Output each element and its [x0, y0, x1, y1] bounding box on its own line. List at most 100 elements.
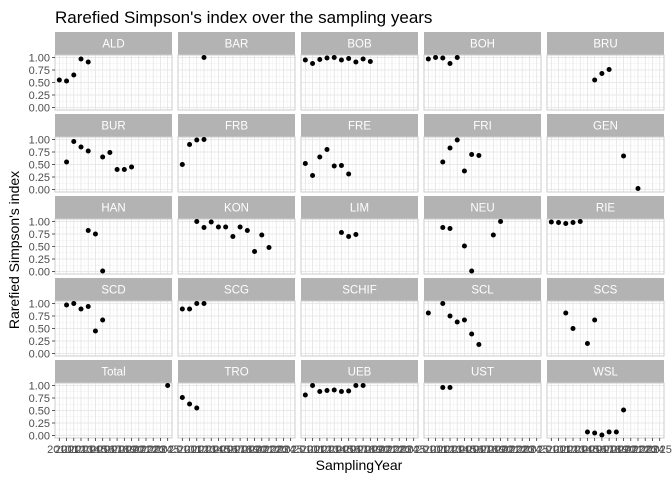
strip-label: ALD [102, 39, 124, 51]
strip-background [178, 114, 295, 137]
strip-label: KON [224, 203, 249, 215]
facet-panel-schif: SCHIF [300, 278, 419, 357]
x-tick-label: 2018 [474, 444, 498, 456]
x-tick-label: 2021 [619, 444, 643, 456]
x-tick-label: 2020 [488, 444, 512, 456]
data-point [613, 429, 619, 435]
data-point [324, 55, 330, 61]
x-tick-label: 2014 [568, 444, 592, 456]
strip-background [301, 196, 418, 219]
panel-border [546, 54, 665, 111]
x-tick-label: 2012 [431, 444, 455, 456]
x-tick-label: 2015 [206, 444, 230, 456]
data-point [556, 220, 562, 225]
data-point [346, 171, 352, 177]
strip-background [547, 360, 664, 383]
strip-label: BAR [225, 39, 249, 51]
facet-panel-fri: FRI [423, 114, 542, 193]
facet-panel-ust: UST2010201120122013201420152016201720182… [416, 360, 549, 456]
panel-border [300, 136, 419, 193]
data-point [85, 59, 91, 65]
data-point [490, 232, 496, 238]
data-point [570, 220, 576, 225]
data-point [592, 430, 598, 436]
x-tick-label: 2010 [539, 444, 563, 456]
data-point [440, 55, 446, 61]
data-point [85, 148, 91, 154]
x-tick-label: 2021 [373, 444, 397, 456]
x-tick-label: 2013 [192, 444, 216, 456]
data-point [360, 383, 366, 388]
data-point [440, 385, 446, 390]
strip-background [55, 360, 172, 383]
x-tick-label: 2013 [315, 444, 339, 456]
data-point [621, 153, 627, 159]
strip-label: UEB [348, 367, 372, 379]
data-point [447, 313, 453, 319]
strip-background [178, 278, 295, 301]
data-point [266, 245, 272, 250]
x-tick-label: 2023 [141, 444, 165, 456]
data-point [215, 224, 221, 230]
data-point [476, 153, 482, 158]
data-point [331, 163, 337, 169]
panel-border [177, 382, 296, 439]
data-point [425, 56, 431, 62]
data-point [440, 159, 446, 165]
y-tick-label: 0.50 [29, 78, 50, 90]
data-point [310, 173, 316, 178]
facet-panel-total: Total0.000.250.500.751.00201020112012201… [29, 360, 180, 456]
data-point [194, 301, 200, 306]
strip-label: WSL [593, 367, 619, 379]
facet-panel-scl: SCL [423, 278, 542, 357]
data-point [194, 405, 200, 411]
data-point [230, 234, 236, 239]
x-tick-label: 2023 [633, 444, 657, 456]
data-point [563, 310, 569, 316]
strip-label: SCS [594, 285, 618, 297]
data-point [85, 304, 91, 309]
data-point [201, 301, 207, 306]
x-tick-label: 2025 [278, 444, 302, 456]
data-point [179, 306, 185, 312]
data-point [129, 164, 135, 170]
data-point [447, 61, 453, 66]
data-point [302, 161, 308, 166]
panel-border [177, 54, 296, 111]
data-point [592, 77, 598, 83]
facet-panel-rie: RIE [546, 196, 665, 275]
data-point [100, 154, 106, 160]
data-point [187, 401, 193, 407]
data-point [338, 230, 344, 235]
facet-panel-scs: SCS [546, 278, 665, 357]
data-point [461, 243, 467, 249]
panel-border [177, 136, 296, 193]
x-tick-label: 2016 [336, 444, 360, 456]
data-point [331, 55, 337, 60]
x-tick-label: 2023 [510, 444, 534, 456]
y-tick-label: 0.75 [29, 65, 50, 77]
facet-panel-scg: SCG [177, 278, 296, 357]
x-tick-label: 2018 [105, 444, 129, 456]
facet-panel-kon: KON [177, 196, 296, 275]
x-axis-title: SamplingYear [316, 457, 403, 473]
x-tick-label: 2018 [597, 444, 621, 456]
panel-border [546, 300, 665, 357]
x-tick-label: 2023 [387, 444, 411, 456]
x-tick-label: 2010 [416, 444, 440, 456]
strip-background [424, 196, 541, 219]
data-point [461, 168, 467, 174]
facet-panel-lim: LIM [300, 196, 419, 275]
x-tick-label: 2017 [344, 444, 368, 456]
strip-background [178, 360, 295, 383]
panel-border [177, 218, 296, 275]
panel-border [546, 218, 665, 275]
data-point [338, 389, 344, 394]
data-point [201, 55, 207, 60]
data-point [454, 55, 460, 60]
x-tick-label: 2011 [301, 444, 325, 456]
data-point [606, 67, 612, 72]
data-point [338, 57, 344, 63]
strip-background [55, 114, 172, 137]
x-tick-label: 2011 [547, 444, 571, 456]
